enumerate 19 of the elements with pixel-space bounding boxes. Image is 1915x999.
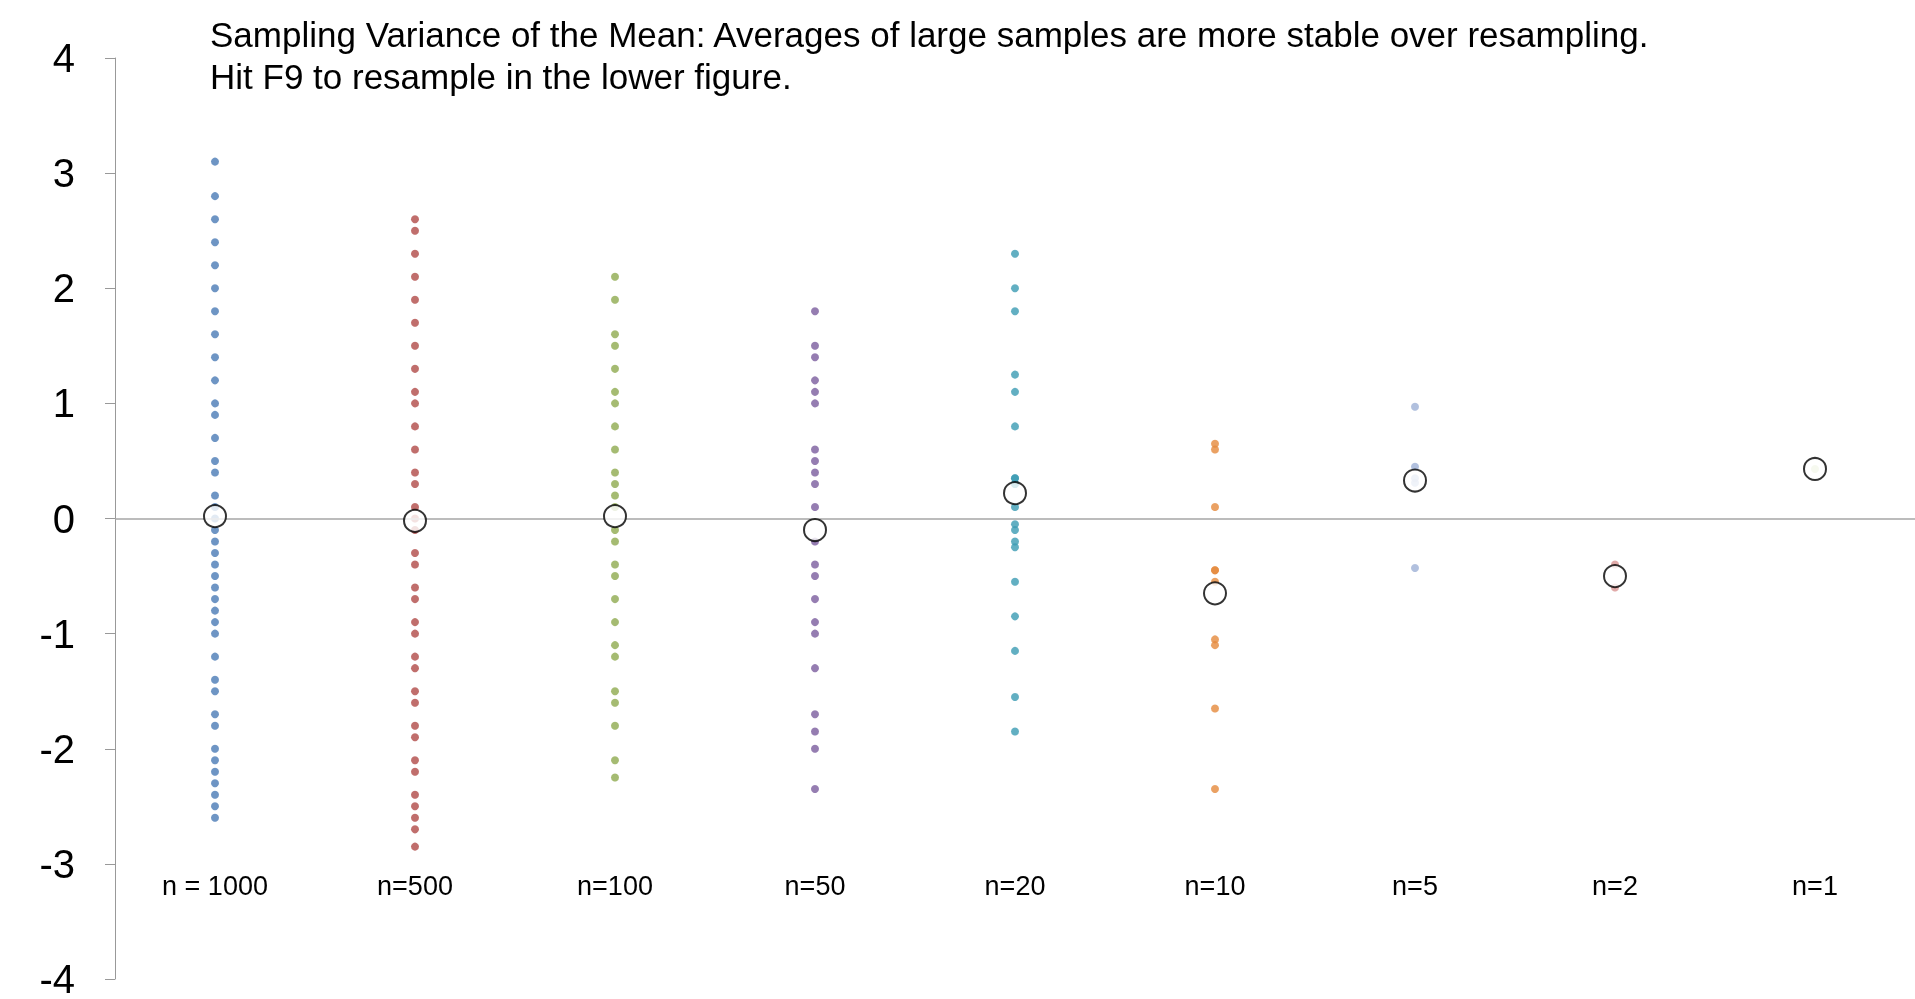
y-tick-label: -3 bbox=[39, 841, 75, 886]
x-tick-label: n=50 bbox=[784, 870, 846, 901]
x-tick-label: n=20 bbox=[984, 870, 1046, 901]
y-tick-label: 4 bbox=[52, 36, 75, 80]
y-tick-label: 0 bbox=[52, 496, 75, 541]
chart-title: Sampling Variance of the Mean: Averages of large samples are more stable over resampling. Hit F9 to resample in the lower figure. bbox=[210, 14, 1668, 96]
y-tick-label: -2 bbox=[39, 726, 75, 771]
y-tick-label: 1 bbox=[52, 381, 75, 426]
x-tick-label: n = 1000 bbox=[162, 870, 268, 901]
x-tick-label: n=5 bbox=[1392, 870, 1438, 901]
x-tick-label: n=10 bbox=[1184, 870, 1246, 901]
x-tick-label: n=2 bbox=[1592, 870, 1638, 901]
y-tick-label: -1 bbox=[39, 611, 75, 656]
x-tick-label: n=100 bbox=[577, 870, 653, 901]
y-tick-label: 3 bbox=[52, 151, 75, 196]
x-tick-label: n=500 bbox=[377, 870, 453, 901]
y-tick-label: -4 bbox=[39, 957, 75, 999]
x-tick-label: n=1 bbox=[1792, 870, 1838, 901]
y-tick-label: 2 bbox=[52, 266, 75, 311]
